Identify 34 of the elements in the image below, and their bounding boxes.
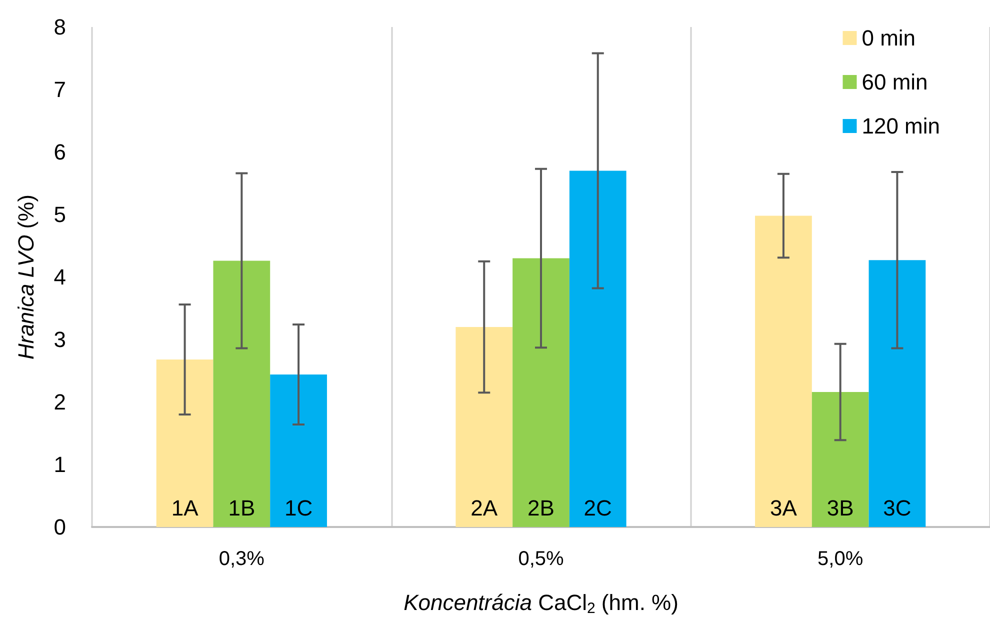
bar [512, 258, 570, 527]
y-tick-label: 0 [54, 514, 66, 540]
legend-label: 60 min [862, 70, 928, 94]
bar [812, 392, 869, 527]
bar [156, 360, 214, 527]
y-tick-label: 5 [54, 202, 66, 227]
x-tick-label: 0,3% [218, 548, 265, 570]
legend-label: 0 min [862, 26, 916, 50]
y-axis-title: Hranica LVO (%) [14, 194, 38, 360]
x-tick-label: 0,5% [518, 548, 564, 570]
annotation: 3A [770, 496, 798, 520]
y-tick-label: 6 [54, 140, 66, 164]
annotation: 3C [883, 496, 912, 520]
y-tick-label: 8 [54, 14, 66, 40]
y-tick-label: 2 [54, 390, 66, 414]
annotation: 2A [470, 496, 498, 520]
y-tick-label: 7 [54, 77, 66, 102]
bar [213, 260, 270, 527]
annotation: 1B [228, 496, 256, 520]
annotation: 2B [528, 496, 554, 520]
bar [868, 260, 926, 527]
x-tick-label: 5,0% [818, 548, 864, 570]
bar [755, 216, 812, 527]
y-tick-label: 3 [54, 327, 66, 352]
annotation: 1A [171, 496, 199, 520]
bar [569, 170, 626, 527]
y-tick-label: 4 [54, 264, 66, 290]
annotation: 1C [284, 496, 313, 520]
legend-label: 120 min [862, 114, 940, 138]
bar [456, 327, 513, 527]
bar [270, 374, 327, 527]
annotation: 3B [826, 496, 854, 520]
annotation: 2C [584, 496, 612, 520]
y-tick-label: 1 [54, 452, 66, 477]
